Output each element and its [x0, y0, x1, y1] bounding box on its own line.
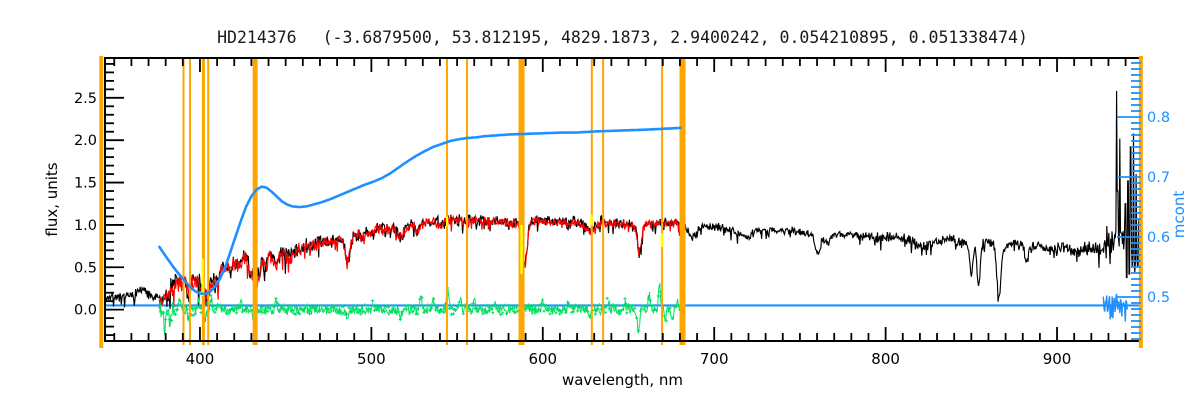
y-right-tick-label: 0.6: [1147, 230, 1170, 246]
y-right-tick-label: 0.8: [1147, 110, 1170, 126]
mcont-curve: [157, 126, 682, 296]
x-tick-label: 400: [186, 350, 215, 368]
fitted-spectrum-series: [158, 213, 683, 310]
x-tick-label: 700: [700, 350, 729, 368]
axis-titles: flux, units wavelength, nm mcont: [43, 162, 1188, 389]
x-tick-label: 800: [871, 350, 900, 368]
right-axis-ticks: [1117, 62, 1141, 340]
residual-series: [158, 281, 682, 336]
y-left-tick-label: 1.0: [74, 218, 97, 234]
y-left-tick-label: 2.5: [74, 91, 97, 107]
y-right-tick-label: 0.7: [1147, 170, 1170, 186]
spectral-line-markers: [182, 58, 686, 345]
star-name: HD214376: [217, 28, 297, 47]
y-left-tick-label: 0.0: [74, 303, 97, 319]
x-tick-label: 500: [357, 350, 386, 368]
y-left-tick-label: 1.5: [74, 176, 97, 192]
y-right-tick-label: 0.5: [1147, 290, 1170, 306]
y-left-tick-label: 2.0: [74, 133, 97, 149]
axes: [104, 57, 1141, 342]
mcont-baseline-noise: [1102, 293, 1128, 322]
fit-parameters: (-3.6879500, 53.812195, 4829.1873, 2.940…: [322, 28, 1028, 47]
y-right-axis-title: mcont: [1170, 191, 1188, 239]
plot-title: HD214376 (-3.6879500, 53.812195, 4829.187…: [105, 28, 1140, 47]
y-left-tick-label: 0.5: [74, 260, 97, 276]
mask-marks: [201, 214, 664, 297]
x-tick-label: 900: [1043, 350, 1072, 368]
y-left-axis-title: flux, units: [43, 162, 61, 236]
x-tick-label: 600: [528, 350, 557, 368]
tick-labels: 0.0 0.5 1.0 1.5 2.0 2.5 400 500 600 700 800 900 0.5 0…: [74, 91, 1170, 368]
x-axis-title: wavelength, nm: [562, 371, 683, 389]
